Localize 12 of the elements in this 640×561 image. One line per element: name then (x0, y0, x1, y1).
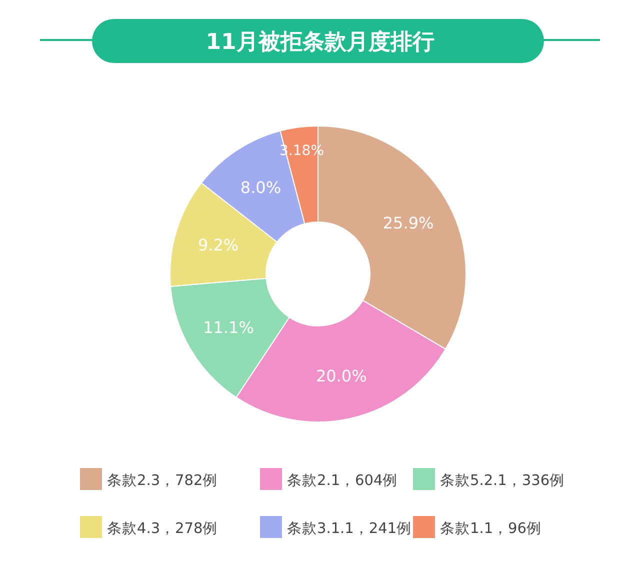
legend-label: 条款1.1，96例 (440, 520, 542, 537)
legend-label: 条款5.2.1，336例 (440, 472, 565, 489)
data-label: 20.0% (316, 366, 367, 386)
legend-label: 条款3.1.1，241例 (287, 520, 412, 537)
data-label: 9.2% (198, 235, 239, 254)
legend-label: 条款2.3，782例 (107, 472, 218, 489)
data-label: 25.9% (382, 213, 434, 232)
data-label: 11.1% (203, 318, 254, 337)
legend-label: 条款2.1，604例 (287, 472, 398, 489)
data-label: 8.0% (240, 178, 282, 198)
chart-title: 11月被拒条款月度排行 (206, 29, 434, 55)
legend-label: 条款4.3，278例 (107, 520, 218, 537)
